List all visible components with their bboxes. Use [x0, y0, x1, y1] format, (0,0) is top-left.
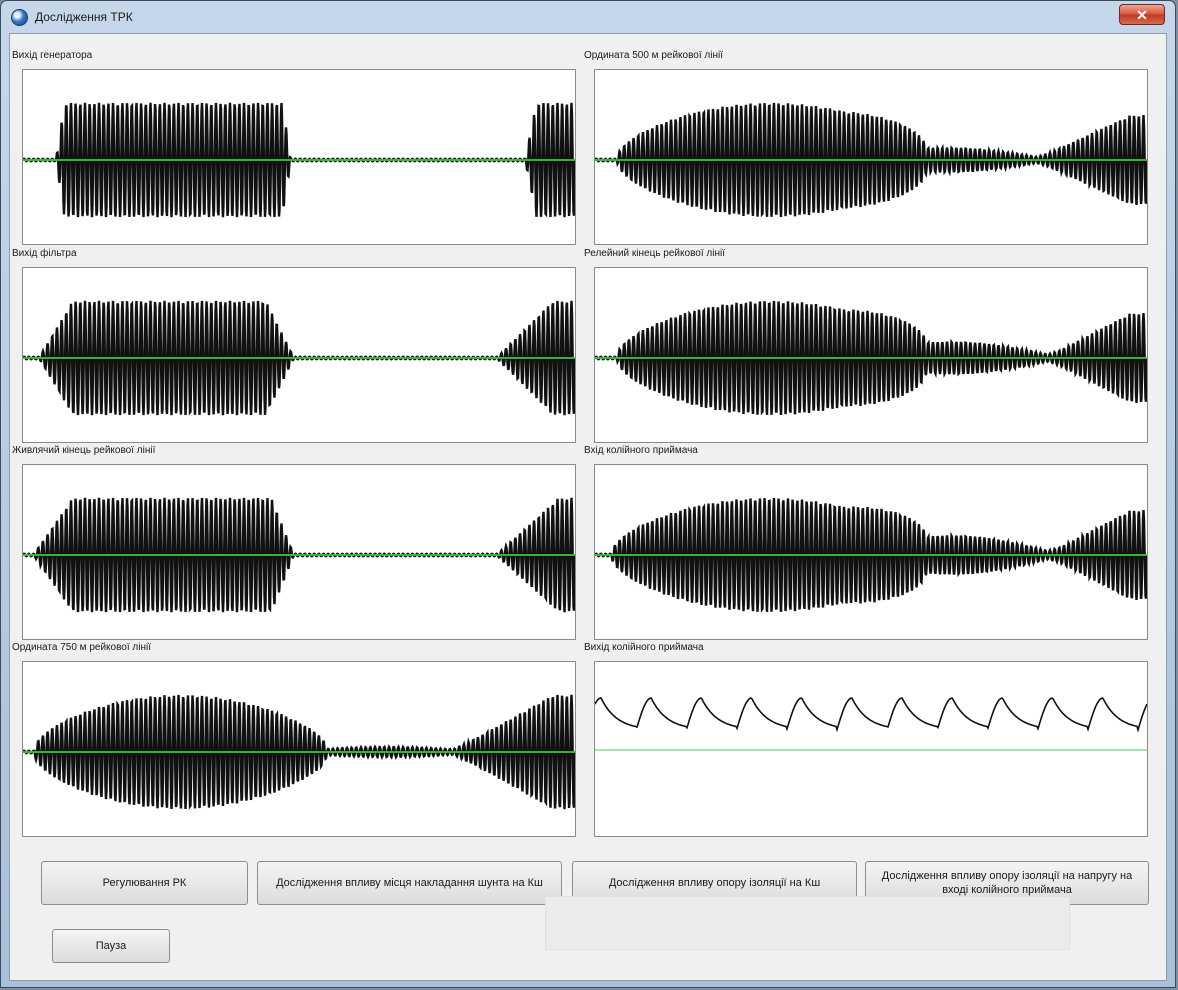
plot-relay-end — [594, 267, 1148, 443]
plot-filter-output — [22, 267, 576, 443]
label-generator-output: Вихід генератора — [12, 50, 93, 61]
globe-icon — [11, 9, 28, 26]
label-feed-end: Живлячий кінець рейкової лінії — [12, 445, 156, 456]
label-receiver-output: Вихід колійного приймача — [584, 642, 704, 653]
window-title: Дослідження ТРК — [35, 10, 133, 24]
label-relay-end: Релейний кінець рейкової лінії — [584, 248, 725, 259]
label-line-500m: Ордината 500 м рейкової лінії — [584, 50, 723, 61]
status-area — [545, 896, 1070, 950]
label-line-750m: Ордината 750 м рейкової лінії — [12, 642, 151, 653]
waveform-receiver-input — [595, 498, 1147, 613]
label-filter-output: Вихід фільтра — [12, 248, 77, 259]
label-receiver-input: Вхід колійного приймача — [584, 445, 698, 456]
waveform-line-500m — [595, 102, 1147, 218]
plot-receiver-input — [594, 464, 1148, 640]
plot-receiver-output — [594, 661, 1148, 837]
shunt-study-button[interactable]: Дослідження впливу місця накладання шунт… — [257, 861, 562, 905]
waveform-feed-end — [23, 497, 575, 613]
pause-button[interactable]: Пауза — [52, 929, 170, 963]
title-bar[interactable]: Дослідження ТРК ✕ — [1, 1, 1175, 31]
plot-feed-end — [22, 464, 576, 640]
waveform-generator — [23, 102, 575, 218]
waveform-line-750m — [23, 694, 575, 810]
client-area: Вихід генератора Ордината 500 м рейкової… — [9, 33, 1167, 981]
close-button[interactable]: ✕ — [1119, 4, 1165, 25]
waveform-filter — [23, 300, 575, 416]
adjust-rk-button[interactable]: Регулювання РК — [41, 861, 248, 905]
plot-line-750m — [22, 661, 576, 837]
plot-generator-output — [22, 69, 576, 245]
waveform-relay-end — [595, 300, 1147, 416]
plot-line-500m — [594, 69, 1148, 245]
signal-trace — [595, 697, 1147, 733]
waveform-receiver-output — [595, 697, 1147, 751]
